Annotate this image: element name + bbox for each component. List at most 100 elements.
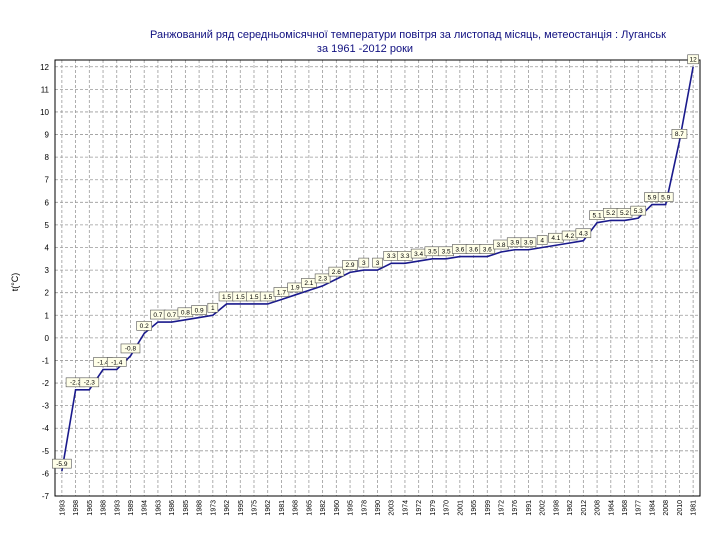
data-label-text: 1.5 (263, 294, 272, 301)
x-tick-label: 2012 (581, 500, 588, 516)
data-label-box (136, 321, 153, 331)
data-label-text: 3.9 (524, 240, 533, 247)
y-tick-label: -6 (42, 469, 50, 478)
data-label-box (52, 458, 72, 469)
data-label: 1.5 (246, 291, 262, 302)
data-label: 0.7 (150, 309, 166, 320)
x-tick-label: 1975 (251, 500, 258, 516)
y-tick-label: 7 (45, 176, 50, 185)
data-label-text: 5.2 (620, 210, 629, 217)
data-label: 2.6 (328, 266, 345, 277)
x-tick-label: 1989 (128, 500, 135, 516)
y-tick-label: -1 (42, 356, 50, 365)
data-label-text: 3.6 (483, 246, 492, 253)
data-label: 4.2 (561, 230, 578, 241)
data-label-text: -2.3 (70, 380, 82, 387)
x-tick-label: 1991 (526, 500, 533, 516)
data-label-text: 0.7 (153, 312, 162, 319)
y-tick-label: 10 (40, 108, 49, 117)
data-label: 3 (358, 257, 370, 268)
y-tick-label: 4 (45, 244, 50, 253)
x-tick-label: 1985 (183, 500, 190, 516)
y-tick-label: 3 (45, 266, 50, 275)
x-tick-label: 2008 (663, 500, 670, 516)
y-tick-label: 9 (45, 131, 50, 140)
data-label: 4 (536, 235, 548, 245)
data-label: 8.7 (671, 129, 688, 139)
data-label: 3.5 (424, 246, 441, 257)
data-label-text: 4.3 (579, 231, 588, 238)
x-tick-label: 1978 (361, 500, 368, 516)
y-tick-label: -5 (42, 447, 50, 456)
data-label: 2.1 (301, 278, 317, 288)
x-tick-label: 1965 (306, 500, 313, 516)
data-label-text: -1.4 (111, 359, 123, 366)
data-label-box (358, 257, 370, 268)
y-tick-label: 12 (40, 63, 49, 72)
y-tick-label: -3 (42, 402, 50, 411)
x-tick-label: 1962 (567, 500, 574, 516)
x-tick-label: 1998 (73, 500, 80, 516)
x-tick-label: 1968 (622, 500, 629, 516)
data-label: 0.8 (177, 307, 194, 318)
data-label: 5.9 (657, 192, 674, 202)
y-tick-label: -7 (42, 492, 50, 501)
x-tick-label: 1963 (155, 500, 162, 516)
data-label-box (191, 305, 207, 315)
data-label-text: 5.3 (634, 208, 643, 215)
x-tick-label: 1965 (87, 500, 94, 516)
data-label-text: 0.9 (195, 307, 204, 314)
data-label-text: 1 (211, 305, 215, 312)
data-label-text: 5.2 (606, 210, 615, 217)
data-label-text: 4.1 (551, 235, 560, 242)
x-tick-label: 1995 (348, 500, 355, 516)
x-tick-label: 1993 (114, 500, 121, 516)
data-label-text: 1.7 (277, 289, 286, 296)
data-label-text: -5.9 (56, 461, 68, 468)
x-tick-label: 1995 (238, 500, 245, 516)
data-label: 1.5 (232, 291, 249, 302)
y-tick-label: 5 (45, 221, 50, 230)
data-label: 5.3 (630, 205, 647, 216)
data-label-text: 8.7 (675, 131, 684, 138)
data-label: 3.9 (506, 237, 523, 248)
data-label-box (106, 357, 127, 367)
y-tick-label: 6 (45, 198, 50, 207)
data-label: 5.2 (602, 208, 619, 218)
data-label: 3.3 (397, 251, 413, 261)
grid-lines (55, 60, 700, 497)
data-label-text: 2.6 (332, 269, 341, 276)
data-label-box (536, 235, 548, 245)
x-tick-label: 2008 (595, 500, 602, 516)
data-label-box (328, 266, 345, 277)
x-tick-label: 2002 (540, 500, 547, 516)
data-label-text: 3.9 (510, 240, 519, 247)
x-tick-label: 1979 (430, 500, 437, 516)
y-tick-label: 0 (45, 334, 50, 343)
data-label: 12 (687, 54, 699, 65)
data-label: -1.4 (106, 357, 127, 367)
x-tick-label: 1999 (485, 500, 492, 516)
data-label: 3.5 (438, 246, 454, 257)
data-label: 1.9 (287, 282, 303, 293)
chart-title-block: Ранжований ряд середньомісячної температ… (150, 28, 666, 56)
data-label-text: -2.3 (84, 380, 96, 387)
data-label-text: 2.9 (346, 262, 355, 269)
x-tick-label: 1982 (320, 500, 327, 516)
data-label-box (671, 129, 688, 139)
data-label: 4.3 (575, 228, 592, 239)
data-label: 0.7 (163, 309, 180, 320)
data-label: 3.9 (520, 237, 537, 248)
data-label-box (687, 54, 699, 65)
y-tick-label: 2 (45, 289, 50, 298)
data-label-text: 1.5 (249, 294, 258, 301)
data-label: 0.9 (191, 305, 207, 315)
data-label-box (79, 377, 100, 388)
data-label-box (314, 273, 331, 284)
data-label-text: 3 (362, 260, 366, 267)
x-tick-label: 1974 (402, 500, 409, 516)
x-tick-label: 1973 (210, 500, 217, 516)
data-label-text: 3.5 (442, 249, 451, 256)
